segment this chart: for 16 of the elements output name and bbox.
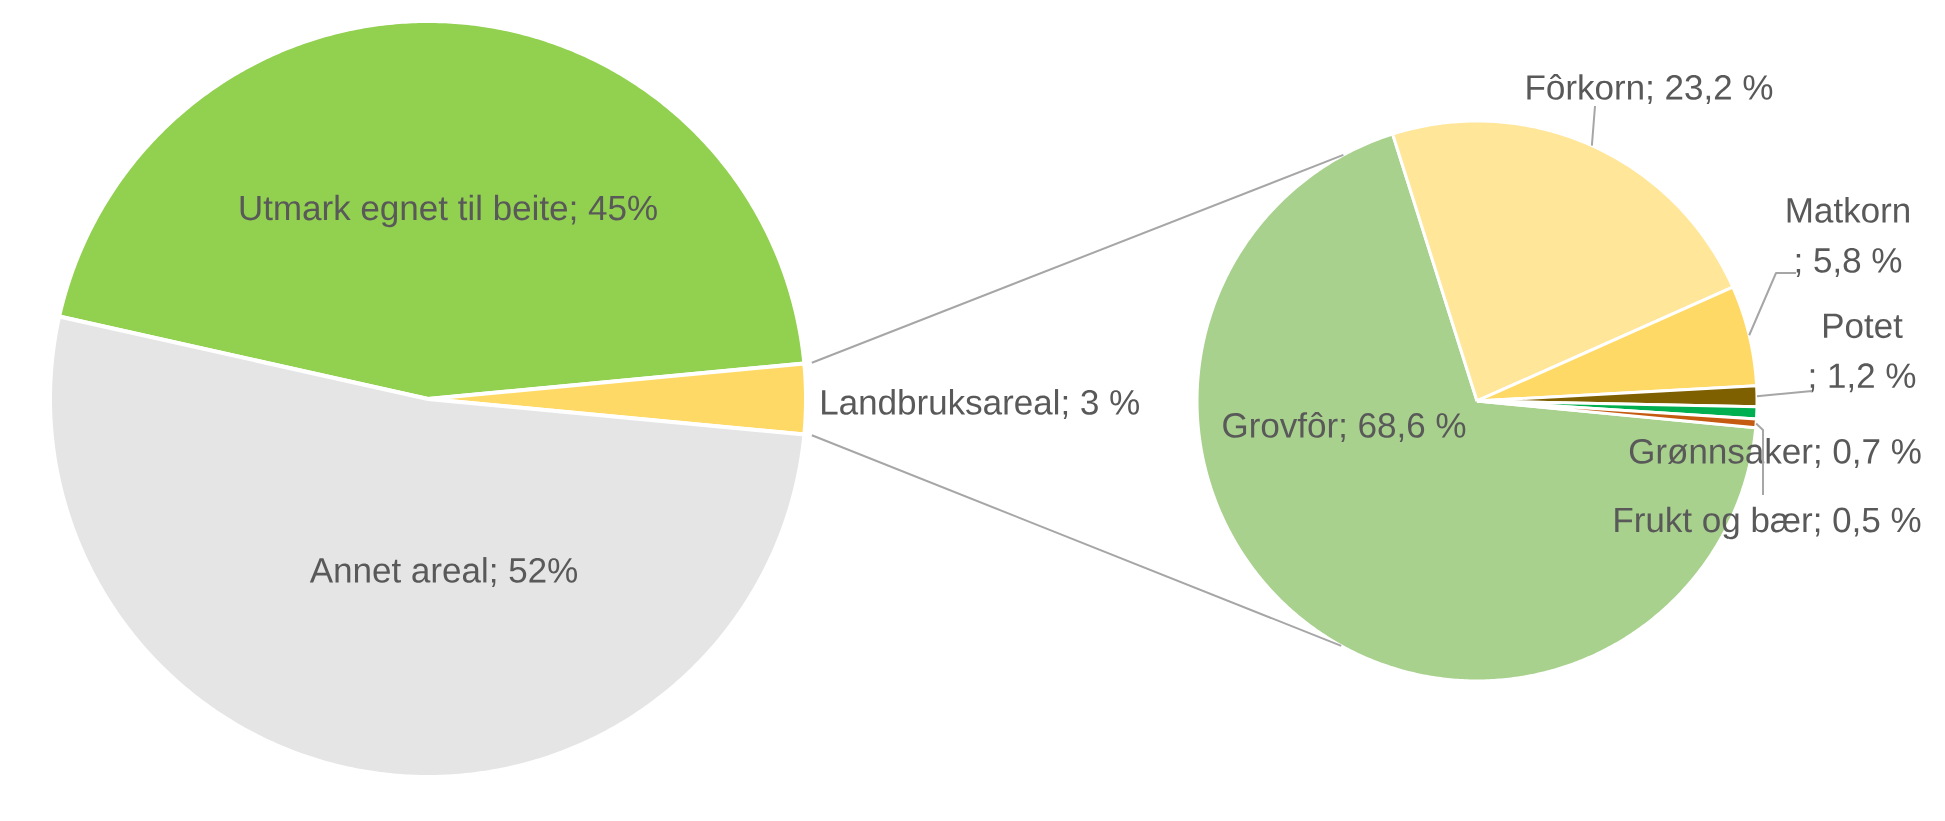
data-label: ; 5,8 %	[1796, 247, 1902, 277]
data-label: ; 45%	[571, 195, 657, 225]
slice-label: Utmark egnet til beite	[240, 194, 567, 228]
slice-label: Matkorn	[1787, 197, 1909, 223]
data-label: ; 68,6 %	[1341, 413, 1466, 442]
slice-label: Grovfôr	[1223, 412, 1338, 438]
slice-label: Annet areal	[309, 557, 487, 583]
slice-label: Fôrkorn	[1527, 74, 1643, 100]
data-label: ; 52%	[491, 557, 577, 587]
slice-label: Potet	[1824, 313, 1903, 339]
data-label: ; 23,2 %	[1648, 75, 1773, 104]
slice-label: Landbruksareal	[822, 389, 1059, 415]
data-label: ; 0,7 %	[1816, 438, 1921, 468]
data-label: ; 1,2 %	[1810, 363, 1916, 393]
data-label: ; 0,5 %	[1815, 507, 1921, 537]
data-label: ; 3 %	[1063, 389, 1139, 419]
